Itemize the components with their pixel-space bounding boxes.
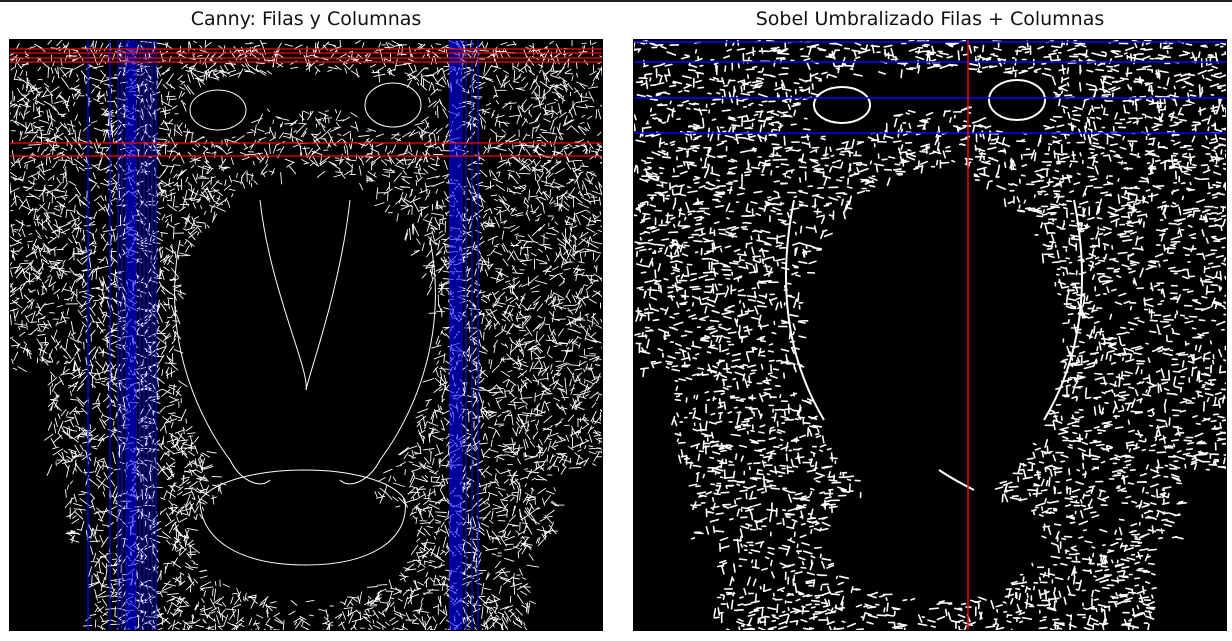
face-contour xyxy=(938,469,975,491)
window-top-border xyxy=(0,0,1232,2)
face-contour xyxy=(988,79,1047,121)
canny-panel-title: Canny: Filas y Columnas xyxy=(190,8,422,30)
face-contour xyxy=(174,239,271,485)
canny-edge-texture xyxy=(10,40,602,630)
face-contour xyxy=(199,469,406,566)
face-contour xyxy=(339,239,436,485)
sobel-edge-canvas xyxy=(634,40,1226,630)
sobel-row-lines xyxy=(634,41,1226,134)
face-contour xyxy=(305,199,351,391)
left-edges-strokes xyxy=(10,40,602,630)
sobel-panel-title: Sobel Umbralizado Filas + Columnas xyxy=(755,8,1105,30)
canny-column-lines xyxy=(87,40,479,630)
canny-edge-canvas xyxy=(10,40,602,630)
face-contour xyxy=(259,199,307,391)
canny-row-lines xyxy=(10,48,602,157)
face-contour xyxy=(785,199,825,421)
sobel-threshold-image xyxy=(633,39,1227,631)
face-contour xyxy=(813,86,872,124)
face-contour xyxy=(189,89,247,131)
canny-edge-image xyxy=(9,39,603,631)
face-contour xyxy=(364,82,422,128)
face-contour xyxy=(1043,199,1083,421)
